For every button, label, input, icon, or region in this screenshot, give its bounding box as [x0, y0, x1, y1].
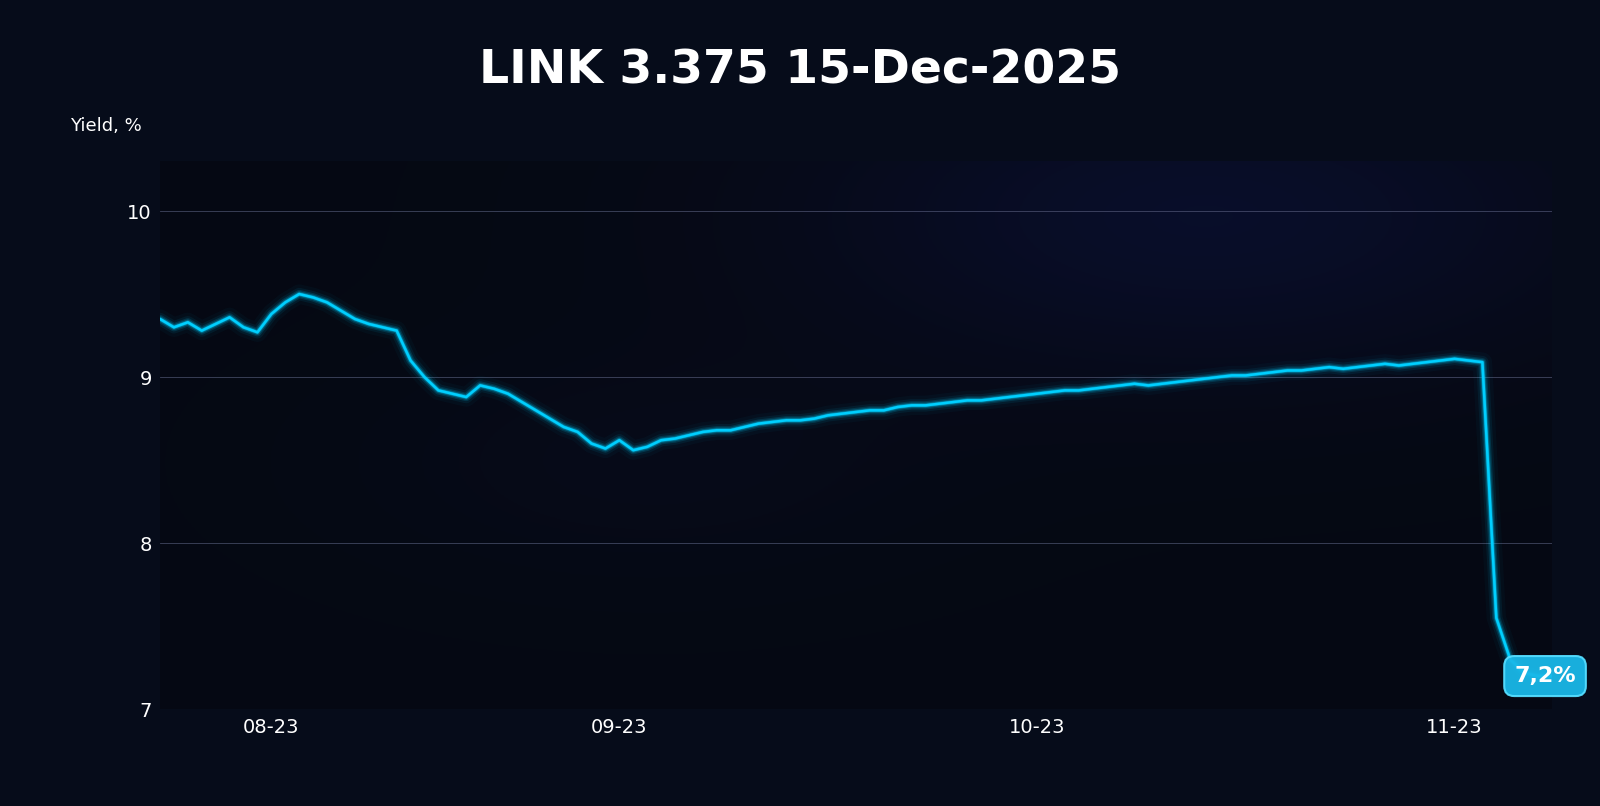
Text: 7,2%: 7,2% — [1514, 666, 1576, 686]
Text: LINK 3.375 15-Dec-2025: LINK 3.375 15-Dec-2025 — [478, 48, 1122, 93]
Text: Yield, %: Yield, % — [69, 118, 141, 135]
